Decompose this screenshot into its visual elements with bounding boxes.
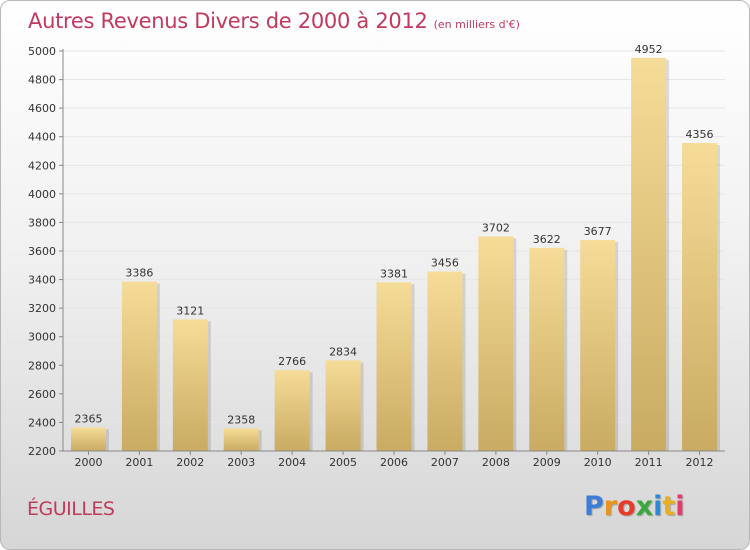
bar-2011 — [631, 57, 667, 451]
title-unit: (en milliers d'€) — [433, 18, 520, 31]
x-tick-label: 2004 — [278, 456, 306, 469]
y-tick-label: 4000 — [28, 188, 56, 201]
data-label: 4952 — [635, 43, 663, 56]
bar-2000 — [70, 427, 106, 451]
title-text: Autres Revenus Divers de 2000 à 2012 — [28, 9, 428, 33]
bar-2008 — [478, 236, 514, 451]
x-tick-label: 2007 — [431, 456, 459, 469]
y-tick-label: 3600 — [28, 245, 56, 258]
x-tick-label: 2009 — [533, 456, 561, 469]
logo-letter: t — [662, 491, 676, 522]
y-tick-label: 4800 — [28, 74, 56, 87]
bar-2005 — [325, 360, 361, 451]
data-label: 3456 — [431, 257, 459, 270]
y-axis: 2200 2400 2600 2800 3000 3200 3400 3600 3800 4000… — [28, 45, 64, 458]
y-tick-label: 2800 — [28, 359, 56, 372]
logo-letter: r — [603, 491, 618, 522]
data-label: 3677 — [584, 225, 612, 238]
x-tick-label: 2000 — [74, 456, 102, 469]
y-tick-label: 4200 — [28, 159, 56, 172]
bar-2006 — [376, 282, 412, 451]
logo-letter: i — [653, 491, 663, 522]
data-label: 3386 — [125, 267, 153, 280]
data-label: 2766 — [278, 355, 306, 368]
x-tick-label: 2001 — [125, 456, 153, 469]
bar-2010 — [580, 240, 616, 451]
x-tick-label: 2002 — [176, 456, 204, 469]
bar-2004 — [274, 370, 310, 451]
y-tick-label: 5000 — [28, 45, 56, 58]
bar-2003 — [223, 428, 259, 451]
x-tick-label: 2005 — [329, 456, 357, 469]
y-tick-label: 3800 — [28, 216, 56, 229]
data-label: 3702 — [482, 221, 510, 234]
data-label: 2834 — [329, 345, 357, 358]
x-tick-label: 2003 — [227, 456, 255, 469]
y-tick-label: 3200 — [28, 302, 56, 315]
bars: 2365 3386 3121 2358 2766 2834 3381 3456 3702 3622… — [70, 43, 721, 451]
bar-2002 — [172, 319, 208, 451]
proxiti-logo: Proxiti — [584, 491, 685, 522]
x-tick-label: 2011 — [635, 456, 663, 469]
data-label: 2365 — [74, 412, 102, 425]
bar-2009 — [529, 247, 565, 451]
y-tick-label: 4400 — [28, 131, 56, 144]
logo-letter: x — [635, 491, 654, 522]
data-label: 3121 — [176, 304, 204, 317]
x-axis: 2000 2001 2002 2003 2004 2005 2006 2007 2008 2009… — [63, 450, 725, 469]
data-label: 2358 — [227, 413, 255, 426]
x-tick-label: 2012 — [686, 456, 714, 469]
y-tick-label: 2400 — [28, 416, 56, 429]
bar-2001 — [121, 281, 157, 451]
x-tick-label: 2010 — [584, 456, 612, 469]
chart-title: Autres Revenus Divers de 2000 à 2012 (en … — [28, 9, 520, 33]
y-tick-label: 3400 — [28, 274, 56, 287]
place-name: ÉGUILLES — [27, 498, 115, 520]
logo-letter: o — [617, 491, 636, 522]
x-tick-label: 2006 — [380, 456, 408, 469]
bar-2007 — [427, 271, 463, 451]
logo-letter: i — [675, 491, 685, 522]
bar-2012 — [682, 143, 718, 451]
data-label: 4356 — [686, 128, 714, 141]
y-tick-label: 3000 — [28, 331, 56, 344]
data-label: 3381 — [380, 267, 408, 280]
y-tick-label: 2600 — [28, 388, 56, 401]
x-tick-label: 2008 — [482, 456, 510, 469]
logo-letter: P — [584, 491, 604, 522]
data-label: 3622 — [533, 233, 561, 246]
y-tick-label: 4600 — [28, 102, 56, 115]
y-tick-label: 2200 — [28, 445, 56, 458]
